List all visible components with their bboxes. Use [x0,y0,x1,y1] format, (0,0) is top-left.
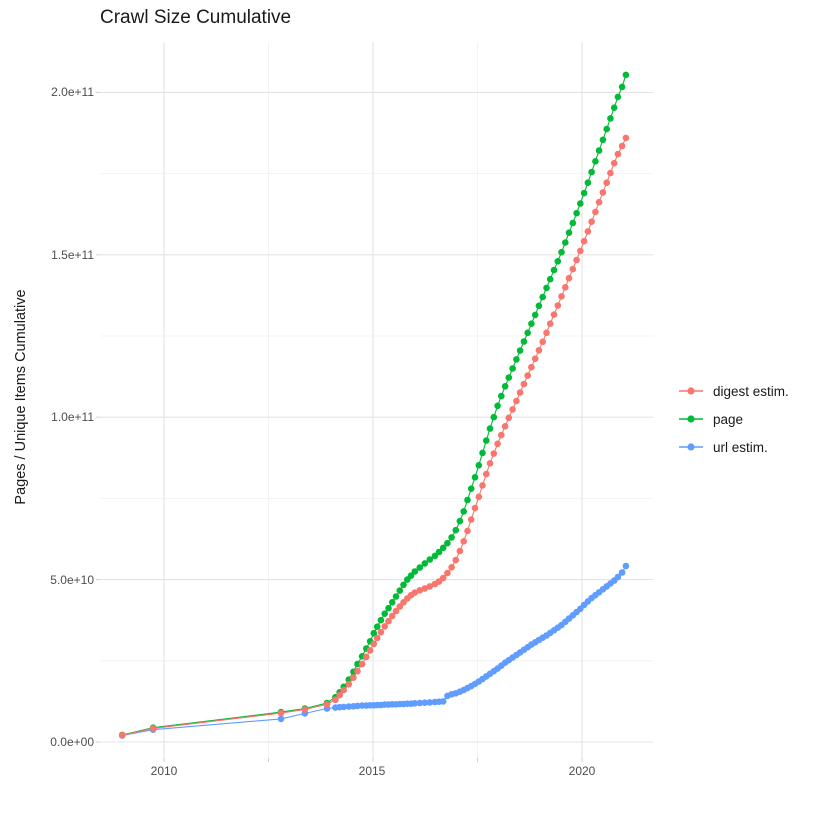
legend-label-digest: digest estim. [713,383,789,399]
legend-key-digest-icon [679,387,703,395]
legend-label-page: page [713,411,744,427]
legend: digest estim. page url estim. [678,381,789,465]
y-tick-label-3: 1.5e+11 [51,247,94,262]
legend-key-page-icon [679,415,703,423]
x-tick-label-2015: 2015 [358,764,386,778]
legend-label-url: url estim. [713,439,768,455]
y-tick-label-1: 5.0e+10 [50,572,94,587]
x-tick-label-2010: 2010 [150,764,178,778]
y-axis-title: Pages / Unique Items Cumulative [13,289,29,505]
chart-title: Crawl Size Cumulative [100,7,292,28]
legend-entry-page: page [678,409,789,429]
legend-entry-url: url estim. [678,437,789,457]
y-tick-label-0: 0.0e+00 [50,735,94,749]
legend-key-url-icon [679,443,703,451]
y-tick-label-4: 2.0e+11 [51,85,94,100]
x-tick-label-2020: 2020 [568,764,596,778]
y-tick-label-2: 1.0e+11 [51,410,94,425]
legend-entry-digest: digest estim. [678,381,789,401]
